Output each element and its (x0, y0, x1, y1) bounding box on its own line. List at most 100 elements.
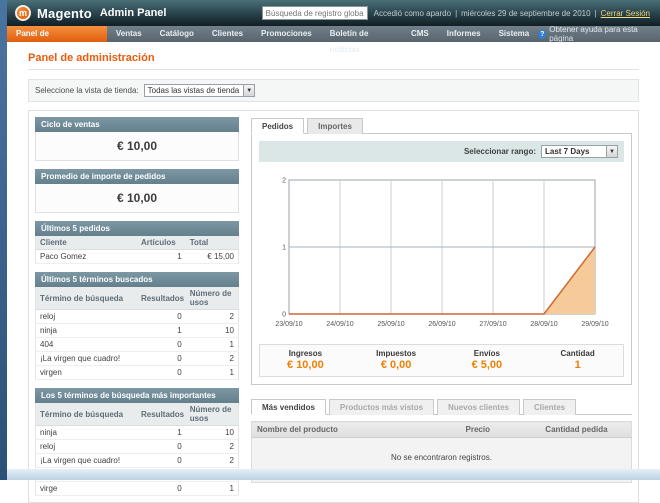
svg-text:23/09/10: 23/09/10 (275, 321, 302, 328)
table-row[interactable]: ¡La virgen que cuadro! 0 2 (35, 351, 239, 366)
get-help-link[interactable]: ? Obtener ayuda para esta página (538, 25, 660, 43)
total-quantity: Cantidad 1 (532, 349, 623, 371)
nav-item-sales[interactable]: Ventas (115, 29, 142, 38)
search-term: reloj (35, 439, 137, 454)
nav-item-cms[interactable]: CMS (410, 29, 429, 38)
total-label: Ingresos (288, 349, 323, 358)
lifetime-sales-card: Ciclo de ventas € 10,00 (35, 117, 239, 161)
last-search-card: Últimos 5 términos buscados Término de b… (35, 272, 239, 380)
total-value: € 0,00 (380, 359, 412, 371)
search-term: ninja (35, 425, 137, 440)
main-navigation: Panel de administración Ventas Catálogo … (7, 25, 660, 54)
search-uses: 1 (185, 365, 239, 380)
top-search-title: Los 5 términos de búsqueda más important… (35, 388, 239, 403)
last-orders-title: Últimos 5 pedidos (35, 221, 239, 236)
search-term: virgen (35, 365, 137, 380)
tab-new-customers: Nuevos clientes (437, 399, 520, 415)
column-header: Nombre del producto (251, 421, 461, 438)
table-row[interactable]: reloj 0 2 (35, 309, 239, 324)
tab-most-viewed: Productos más vistos (328, 399, 435, 415)
store-view-label: Seleccione la vista de tienda: (35, 86, 139, 95)
order-items: 1 (137, 249, 186, 264)
column-header: Precio (460, 421, 541, 438)
nav-item-promotions[interactable]: Promociones (261, 29, 312, 38)
range-select[interactable]: Last 7 Days ▼ (541, 145, 618, 158)
current-date: miércoles 29 de septiembre de 2010 (461, 8, 591, 18)
range-bar: Seleccionar rango: Last 7 Days ▼ (259, 141, 624, 162)
search-term: 404 (35, 337, 137, 352)
magento-admin-page: m Magento Admin Panel Accedió como apard… (7, 0, 660, 503)
tab-amounts[interactable]: Importes (307, 118, 363, 134)
chart-tabs: Pedidos Importes (251, 117, 632, 134)
title-divider (28, 69, 639, 70)
tab-orders[interactable]: Pedidos (251, 118, 305, 134)
column-header: Número de usos (185, 403, 239, 426)
search-term: virge (35, 481, 137, 496)
chart-panel: Seleccionar rango: Last 7 Days ▼ 0 1 2 23/0… (251, 134, 632, 385)
total-value: 1 (574, 359, 581, 371)
table-row[interactable]: virge 0 1 (35, 481, 239, 496)
total-value: € 10,00 (287, 359, 324, 371)
tab-bestsellers[interactable]: Más vendidos (251, 399, 326, 415)
search-results: 0 (137, 481, 186, 496)
total-label: Impuestos (376, 349, 417, 358)
nav-item-customers[interactable]: Clientes (211, 29, 244, 38)
search-results: 0 (137, 453, 186, 468)
get-help-label: Obtener ayuda para esta página (549, 25, 638, 43)
search-uses: 10 (185, 323, 239, 338)
search-term: ninja (35, 323, 137, 338)
column-header: Número de usos (185, 287, 239, 310)
global-search-input[interactable] (261, 6, 368, 20)
column-header: Término de búsqueda (35, 403, 137, 426)
separator: | (594, 8, 597, 18)
store-view-bar: Seleccione la vista de tienda: Todas las… (28, 79, 639, 102)
table-row[interactable]: virgen 0 1 (35, 365, 239, 380)
store-view-select[interactable]: Todas las vistas de tienda ▼ (143, 84, 256, 97)
table-row[interactable]: Paco Gomez 1 € 15,00 (35, 249, 239, 264)
nav-item-reports[interactable]: Informes (446, 29, 481, 38)
total-value: € 5,00 (471, 359, 503, 371)
svg-text:29/09/10: 29/09/10 (581, 321, 608, 328)
nav-item-system[interactable]: Sistema (498, 29, 530, 38)
svg-text:2: 2 (282, 178, 286, 185)
column-header: Cliente (35, 236, 137, 250)
nav-item-dashboard[interactable]: Panel de administración (7, 26, 107, 54)
store-view-selected-value: Todas las vistas de tienda (147, 86, 240, 95)
search-results: 1 (137, 323, 186, 338)
search-term: reloj (35, 309, 137, 324)
search-uses: 1 (185, 481, 239, 496)
table-row[interactable]: reloj 0 2 (35, 439, 239, 454)
search-term: ¡La virgen que cuadro! (35, 453, 137, 468)
range-label: Seleccionar rango: (463, 147, 536, 156)
chevron-down-icon: ▼ (606, 146, 617, 157)
table-row[interactable]: 404 0 1 (35, 337, 239, 352)
separator: | (455, 8, 458, 18)
logged-in-as: Accedió como apardo (373, 8, 452, 18)
nav-item-newsletter[interactable]: Boletín de noticias (329, 29, 369, 54)
last-orders-card: Últimos 5 pedidos Cliente Artículos Tota… (35, 221, 239, 264)
svg-text:27/09/10: 27/09/10 (479, 321, 506, 328)
nav-item-catalog[interactable]: Catálogo (159, 29, 194, 38)
brand-suffix: Admin Panel (99, 7, 167, 19)
search-uses: 2 (185, 351, 239, 366)
svg-text:25/09/10: 25/09/10 (377, 321, 404, 328)
logout-link[interactable]: Cerrar Sesión (600, 8, 650, 18)
search-results: 0 (137, 351, 186, 366)
window-edge-left (0, 0, 7, 480)
session-info: Accedió como apardo | miércoles 29 de se… (374, 9, 650, 18)
total-tax: Impuestos € 0,00 (351, 349, 442, 371)
table-row[interactable]: ¡La virgen que cuadro! 0 2 (35, 453, 239, 468)
dashboard-panel: Ciclo de ventas € 10,00 Promedio de impo… (28, 110, 639, 503)
search-uses: 2 (185, 309, 239, 324)
svg-text:24/09/10: 24/09/10 (326, 321, 353, 328)
order-customer: Paco Gomez (35, 249, 137, 264)
order-total: € 15,00 (185, 249, 239, 264)
content-area: Panel de administración Seleccione la vi… (7, 42, 660, 503)
table-row[interactable]: ninja 1 10 (35, 425, 239, 440)
svg-text:26/09/10: 26/09/10 (428, 321, 455, 328)
table-row[interactable]: ninja 1 10 (35, 323, 239, 338)
average-orders-card: Promedio de importe de pedidos € 10,00 (35, 169, 239, 213)
brand-name: Magento (37, 5, 92, 21)
help-icon: ? (538, 29, 547, 39)
search-results: 1 (137, 425, 186, 440)
